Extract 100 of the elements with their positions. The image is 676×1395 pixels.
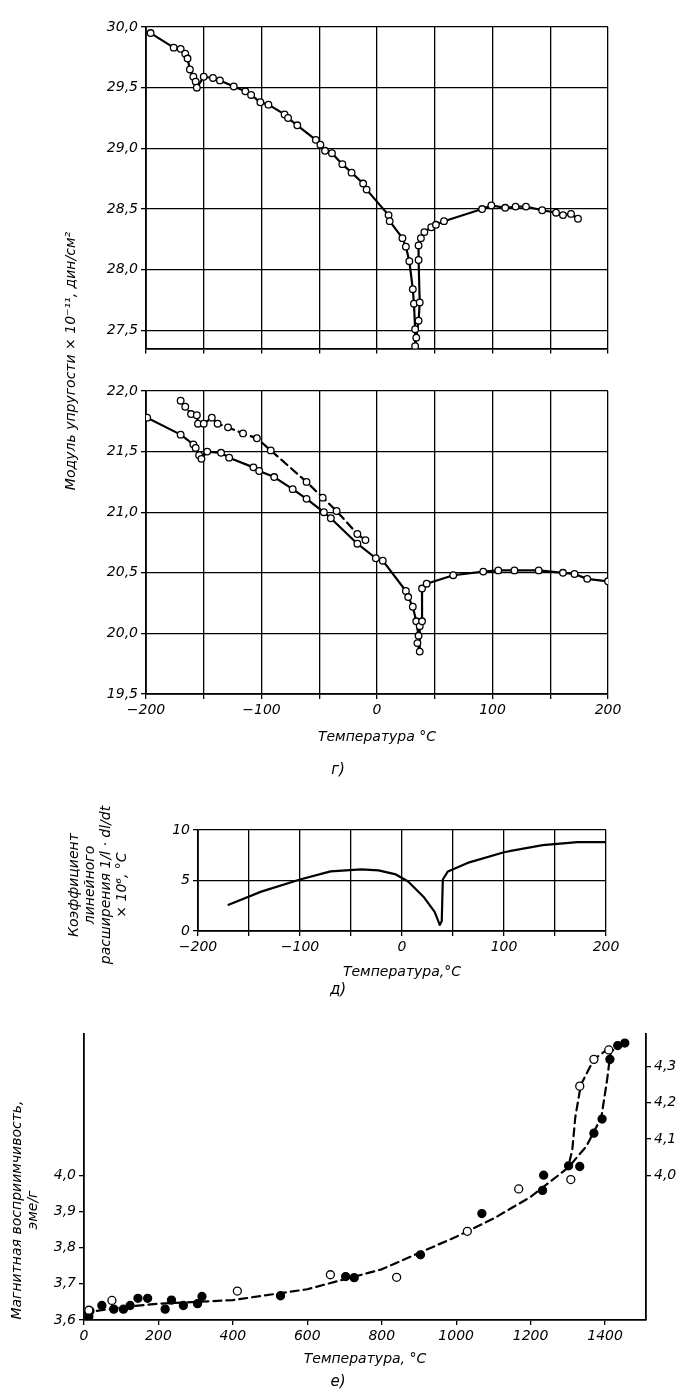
point — [604, 1045, 614, 1055]
point — [176, 396, 185, 405]
y-tick-label: 22,0 — [106, 381, 139, 398]
x-tick-label: 1000 — [438, 1327, 475, 1344]
y-tick-label: 20,0 — [106, 624, 139, 641]
y-tick-label: 10 — [172, 820, 191, 837]
y-tick-label: 28,5 — [106, 199, 139, 216]
point — [538, 206, 547, 215]
point — [462, 1226, 472, 1236]
point — [249, 463, 258, 472]
point — [420, 228, 429, 237]
point — [589, 1054, 599, 1064]
x-tick-label: 200 — [592, 938, 620, 955]
point — [192, 1299, 203, 1309]
point — [534, 566, 543, 575]
point — [477, 1208, 487, 1219]
text: е) — [329, 1372, 347, 1390]
point — [232, 1286, 242, 1296]
point — [178, 1300, 189, 1311]
point — [239, 429, 247, 438]
point — [414, 241, 423, 250]
text: д) — [328, 980, 348, 998]
point — [371, 554, 380, 563]
point — [213, 419, 222, 428]
y-tick-label: 29,0 — [106, 139, 139, 155]
y-tick-label: 4,0 — [53, 1165, 77, 1182]
y2-tick-label: 4,1 — [654, 1129, 676, 1146]
point — [511, 202, 520, 211]
point — [401, 587, 410, 595]
point — [192, 411, 201, 420]
y-tick-label: 27,5 — [106, 321, 139, 338]
x-tick-label: 100 — [490, 938, 518, 955]
point — [284, 114, 293, 122]
point — [359, 179, 368, 188]
point — [353, 530, 362, 538]
point — [589, 1128, 599, 1138]
point — [418, 617, 426, 626]
y-tick-label: 28,0 — [106, 260, 139, 277]
y-tick-label: 3,6 — [53, 1310, 77, 1327]
x-axis-title: Температура,°C — [342, 963, 462, 980]
point — [187, 410, 195, 418]
point — [325, 1270, 336, 1280]
point — [288, 485, 297, 494]
point — [338, 160, 347, 169]
point — [347, 168, 356, 177]
point — [431, 220, 440, 229]
y-axis-title: Коэффициент линейного расширения 1/l · dl/dt × 10⁶, °C — [65, 805, 131, 965]
point — [408, 602, 417, 611]
point — [449, 571, 458, 580]
point — [349, 1272, 359, 1283]
point — [412, 333, 421, 342]
y2-tick-label: 4,0 — [654, 1165, 676, 1182]
point — [575, 1081, 585, 1091]
point — [479, 567, 488, 576]
point — [264, 100, 273, 109]
point — [408, 285, 417, 294]
y-tick-label: 3,8 — [53, 1238, 77, 1255]
point — [332, 507, 341, 515]
point — [391, 1272, 402, 1282]
point — [302, 477, 311, 486]
point — [559, 568, 567, 577]
y-axis-title: Модуль упругости × 10⁻¹¹, дин/см² — [61, 230, 79, 492]
point — [224, 423, 232, 432]
point — [414, 631, 423, 640]
point — [514, 1184, 524, 1194]
y-tick-label: 30,0 — [106, 17, 139, 34]
y-tick-label: 5 — [181, 871, 191, 888]
y2-tick-label: 4,3 — [654, 1057, 676, 1074]
point — [207, 413, 216, 422]
x-tick-label: −100 — [280, 938, 320, 955]
point — [416, 234, 425, 243]
point — [169, 43, 178, 52]
x-tick-label: 0 — [397, 938, 407, 955]
point — [215, 76, 224, 85]
x-tick-label: 100 — [479, 701, 506, 718]
point — [316, 140, 325, 149]
point — [293, 121, 302, 130]
point — [613, 1040, 623, 1051]
y-tick-label: 21,5 — [106, 442, 139, 459]
text: г) — [330, 760, 346, 778]
point — [440, 217, 448, 226]
y-tick-label: 3,9 — [53, 1202, 77, 1219]
y-axis-title: Магнитная восприимчивость, эме/г — [8, 1100, 42, 1320]
y-tick-label: 21,0 — [106, 502, 139, 519]
point — [270, 473, 279, 481]
point — [225, 453, 234, 462]
point — [414, 316, 423, 325]
point — [570, 570, 579, 578]
x-tick-label: −200 — [126, 701, 166, 718]
x-tick-label: 400 — [219, 1327, 247, 1344]
x-tick-label: 1200 — [512, 1327, 549, 1344]
point — [583, 574, 592, 583]
point — [247, 91, 256, 99]
point — [125, 1300, 135, 1311]
point — [199, 72, 208, 81]
point — [255, 467, 264, 475]
x-tick-label: 0 — [79, 1327, 89, 1344]
point — [318, 493, 327, 502]
point — [415, 298, 424, 307]
point — [192, 83, 201, 92]
